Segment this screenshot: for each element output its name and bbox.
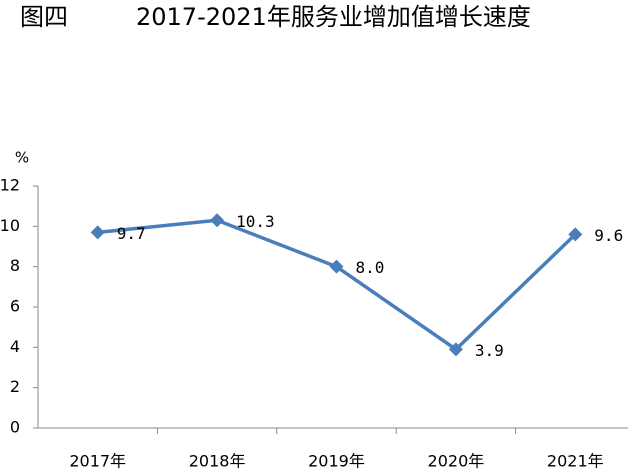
y-tick-label: 2 [10, 377, 20, 396]
marker [90, 225, 105, 240]
figure-label: 图四 [20, 3, 68, 31]
marker [210, 213, 225, 228]
data-label: 3.9 [475, 341, 504, 360]
y-axis-label: % [15, 149, 29, 167]
data-label: 10.3 [236, 212, 275, 231]
y-tick-label: 10 [0, 216, 20, 235]
x-tick-label: 2018年 [189, 452, 246, 469]
y-tick-label: 8 [10, 256, 20, 275]
data-label: 9.7 [117, 224, 146, 243]
y-tick-label: 0 [10, 418, 20, 437]
marker [568, 227, 583, 242]
x-tick-label: 2021年 [547, 452, 604, 469]
data-label: 9.6 [594, 226, 623, 245]
data-label: 8.0 [356, 258, 385, 277]
y-tick-label: 4 [10, 337, 20, 356]
y-tick-label: 12 [0, 176, 20, 195]
marker [448, 342, 463, 357]
line [97, 218, 577, 352]
chart-title: 2017-2021年服务业增加值增长速度 [136, 3, 531, 31]
marker [329, 259, 344, 274]
x-tick-label: 2020年 [428, 452, 485, 469]
y-tick-label: 6 [10, 297, 20, 316]
x-tick-label: 2017年 [69, 452, 126, 469]
x-tick-label: 2019年 [308, 452, 365, 469]
